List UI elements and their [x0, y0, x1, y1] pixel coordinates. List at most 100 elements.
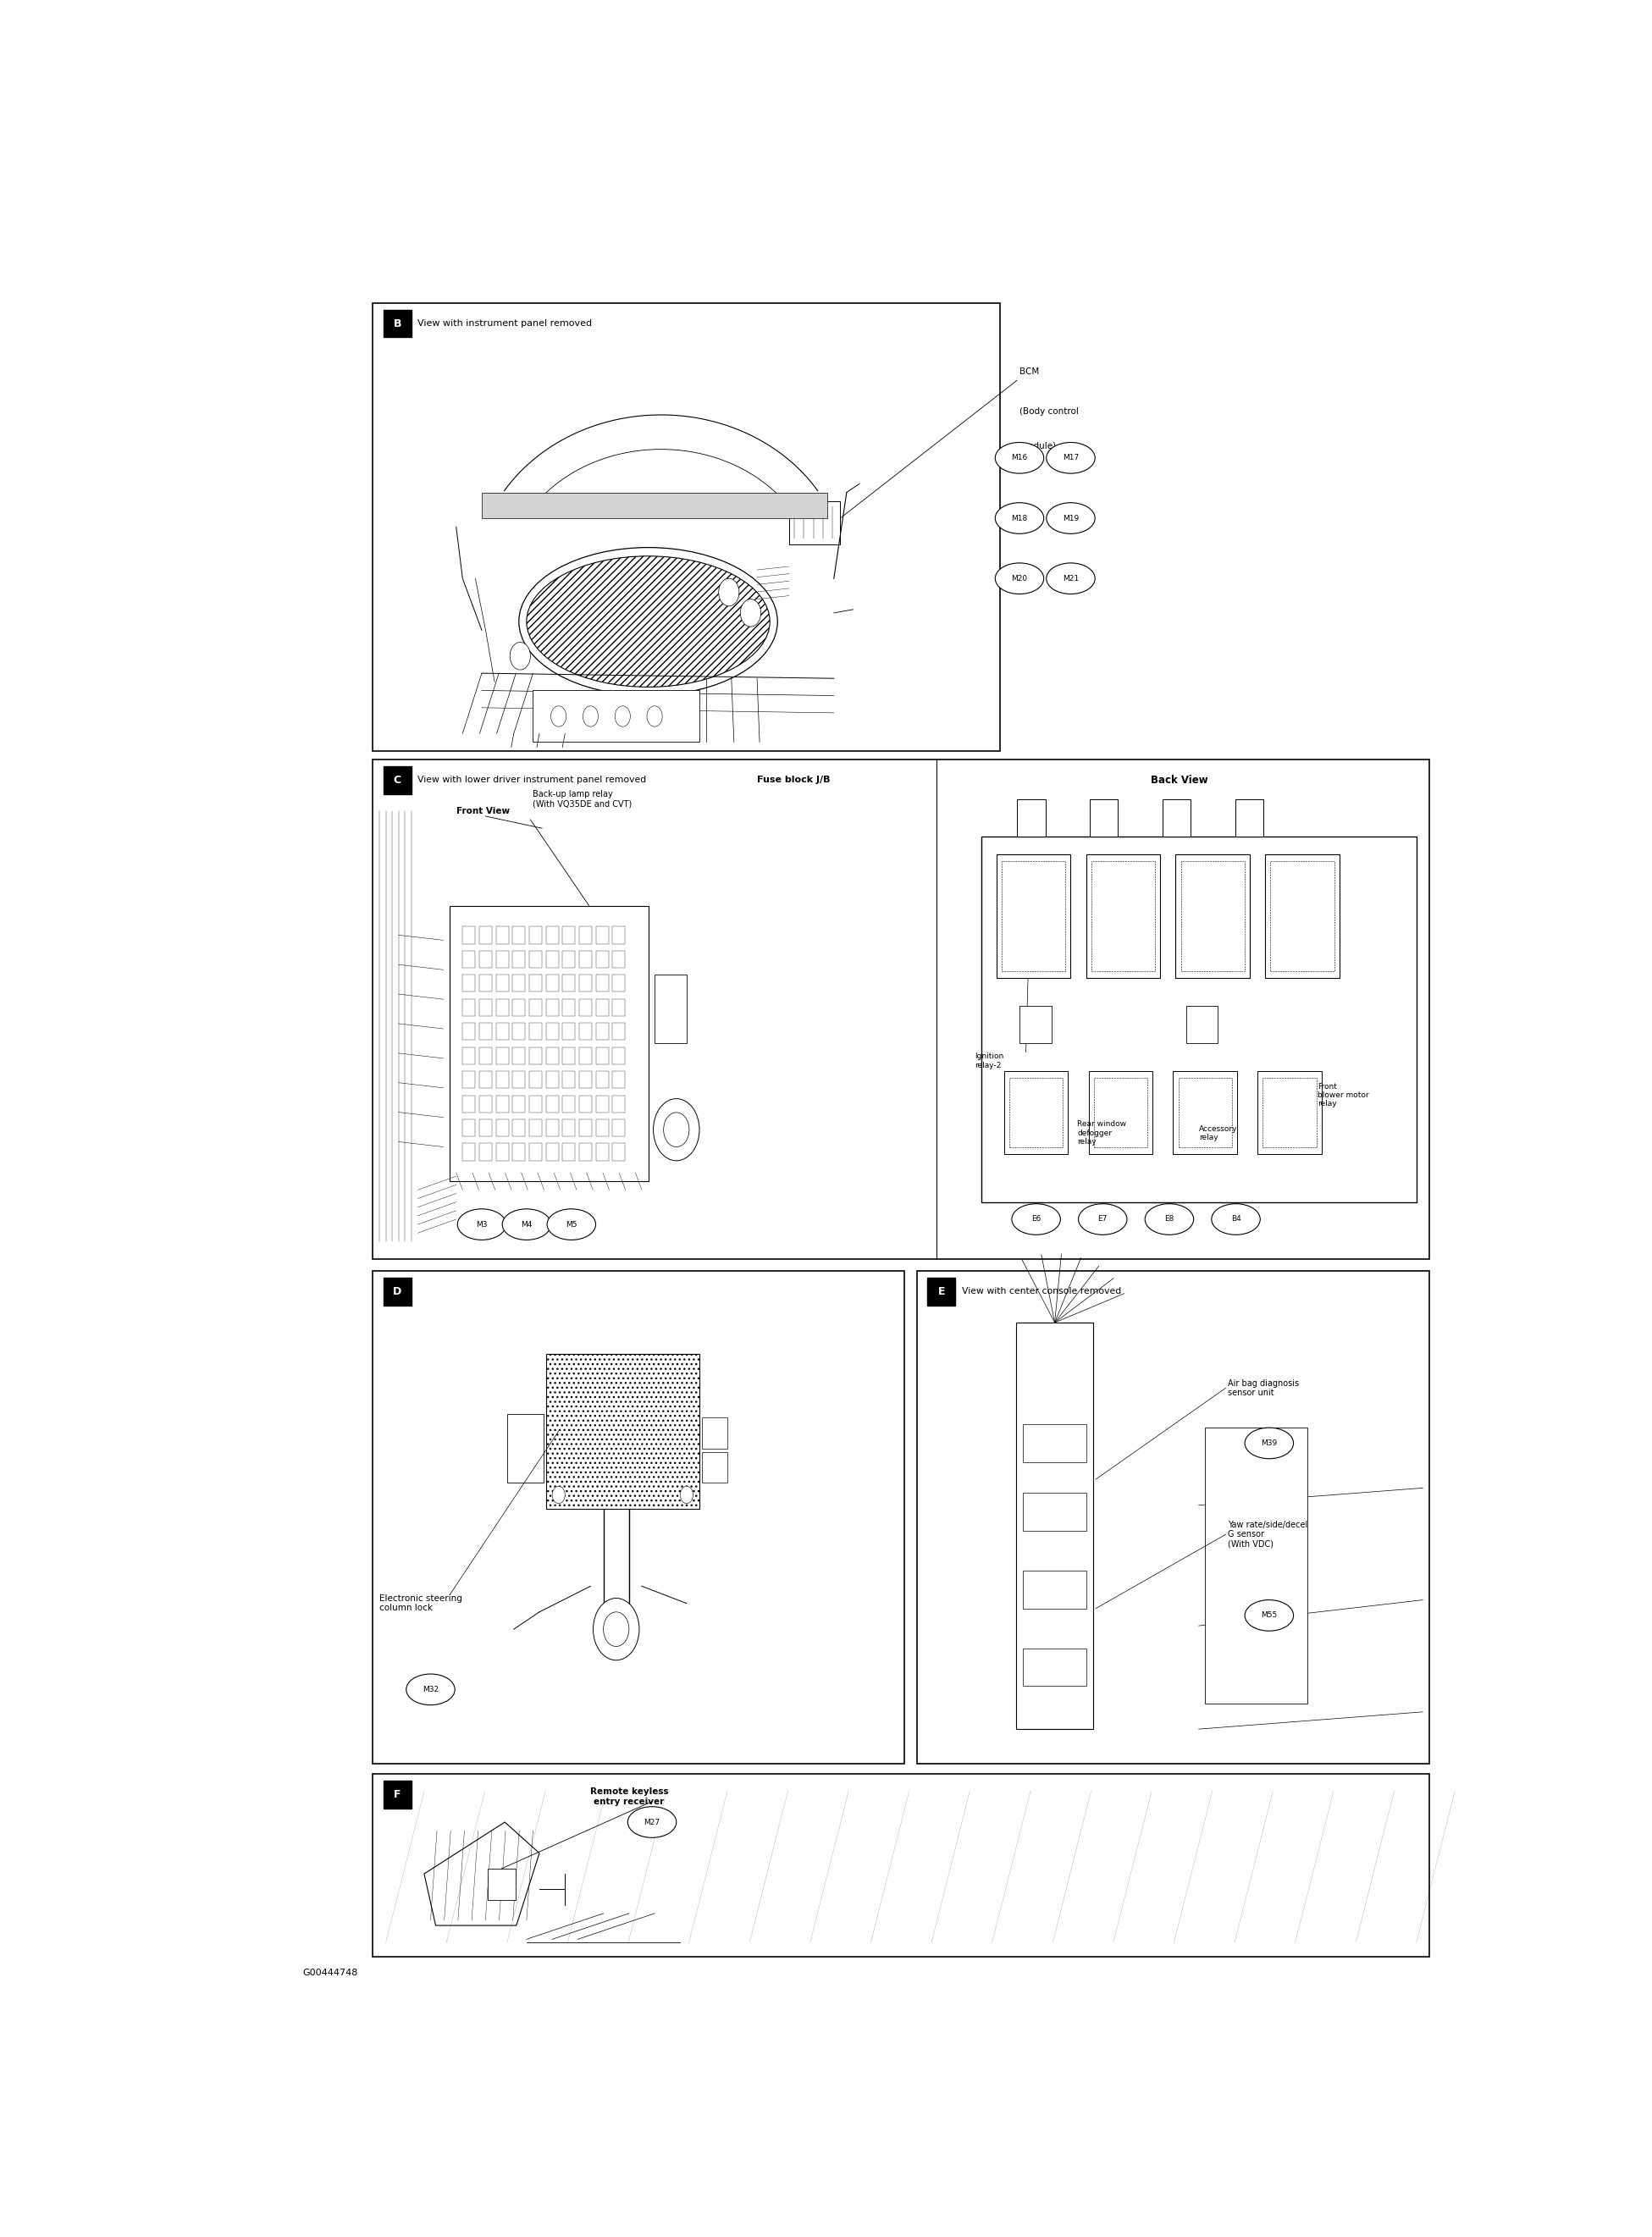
Text: M19: M19	[1062, 515, 1079, 521]
Circle shape	[615, 707, 631, 727]
Bar	[512, 951, 525, 969]
Text: BCM: BCM	[1019, 367, 1039, 376]
Text: Back View: Back View	[1151, 774, 1208, 785]
Bar	[613, 1118, 624, 1136]
Bar	[596, 998, 608, 1016]
Bar	[463, 926, 476, 944]
Bar	[496, 1118, 509, 1136]
Bar	[529, 951, 542, 969]
Bar	[373, 758, 1429, 1259]
Bar	[496, 926, 509, 944]
Bar	[613, 975, 624, 991]
Bar	[981, 837, 1416, 1201]
Bar	[580, 951, 591, 969]
Ellipse shape	[995, 503, 1044, 535]
Text: Yaw rate/side/decel
G sensor
(With VDC): Yaw rate/side/decel G sensor (With VDC)	[1227, 1521, 1308, 1548]
Ellipse shape	[1246, 1427, 1294, 1459]
Bar	[562, 951, 575, 969]
Bar	[449, 906, 648, 1181]
Circle shape	[550, 707, 567, 727]
Bar	[496, 1047, 509, 1065]
Bar	[529, 975, 542, 991]
Bar	[562, 1143, 575, 1161]
Bar	[496, 1072, 509, 1089]
Bar	[1023, 1649, 1087, 1687]
Bar	[613, 1096, 624, 1112]
Bar	[479, 998, 492, 1016]
Ellipse shape	[995, 443, 1044, 474]
Bar	[463, 975, 476, 991]
Bar	[545, 1353, 699, 1508]
Bar	[545, 1022, 558, 1040]
Bar	[1004, 1072, 1069, 1154]
Bar	[1023, 1492, 1087, 1530]
Ellipse shape	[1046, 564, 1095, 595]
Text: Back-up lamp relay
(With VQ35DE and CVT): Back-up lamp relay (With VQ35DE and CVT)	[534, 790, 633, 808]
Bar	[580, 1143, 591, 1161]
Bar	[562, 926, 575, 944]
Bar	[1163, 799, 1191, 837]
Bar	[496, 975, 509, 991]
Ellipse shape	[547, 1208, 596, 1239]
Circle shape	[648, 707, 662, 727]
Bar	[1262, 1078, 1317, 1148]
Text: E7: E7	[1099, 1215, 1107, 1224]
Bar	[1001, 861, 1066, 971]
Bar	[1178, 1078, 1232, 1148]
Bar	[512, 1072, 525, 1089]
Text: E8: E8	[1165, 1215, 1175, 1224]
Text: M32: M32	[423, 1687, 439, 1693]
Text: Rear window
defogger
relay: Rear window defogger relay	[1077, 1121, 1127, 1145]
Ellipse shape	[995, 564, 1044, 595]
Bar	[996, 855, 1070, 978]
Bar	[463, 1096, 476, 1112]
Bar	[496, 998, 509, 1016]
Circle shape	[740, 600, 762, 626]
Bar	[1186, 1007, 1218, 1042]
Bar	[545, 1072, 558, 1089]
Bar	[596, 1072, 608, 1089]
Circle shape	[593, 1597, 639, 1660]
Bar	[562, 1022, 575, 1040]
Text: C: C	[393, 774, 401, 785]
Bar	[562, 998, 575, 1016]
Text: View with lower driver instrument panel removed: View with lower driver instrument panel …	[418, 776, 646, 785]
Text: M18: M18	[1011, 515, 1028, 521]
Text: View with center console removed: View with center console removed	[961, 1286, 1122, 1295]
Bar	[512, 975, 525, 991]
Text: G00444748: G00444748	[302, 1969, 358, 1978]
Bar	[580, 1072, 591, 1089]
Bar	[1092, 861, 1155, 971]
Bar	[512, 1096, 525, 1112]
Bar	[507, 1414, 544, 1483]
Text: Air bag diagnosis
sensor unit: Air bag diagnosis sensor unit	[1227, 1378, 1300, 1398]
Bar	[1173, 1072, 1237, 1154]
Bar	[479, 1096, 492, 1112]
Bar	[479, 1072, 492, 1089]
Text: Accessory
relay: Accessory relay	[1199, 1125, 1237, 1141]
Bar	[479, 1143, 492, 1161]
Bar	[1019, 1007, 1052, 1042]
Bar	[463, 1022, 476, 1040]
Bar	[596, 975, 608, 991]
Bar	[1176, 855, 1251, 978]
Bar	[373, 302, 1001, 752]
Bar	[702, 1418, 727, 1447]
Bar	[562, 1096, 575, 1112]
Ellipse shape	[406, 1673, 454, 1705]
Bar	[562, 1047, 575, 1065]
Bar	[1023, 1570, 1087, 1608]
Bar	[512, 1143, 525, 1161]
Bar	[596, 951, 608, 969]
Bar	[479, 951, 492, 969]
Bar	[596, 926, 608, 944]
Bar	[1236, 799, 1264, 837]
Bar	[479, 926, 492, 944]
Bar	[383, 1781, 411, 1807]
Bar	[545, 1047, 558, 1065]
Text: E: E	[938, 1286, 945, 1297]
Bar	[479, 1022, 492, 1040]
Bar	[562, 1118, 575, 1136]
Bar	[512, 1118, 525, 1136]
Ellipse shape	[1046, 443, 1095, 474]
